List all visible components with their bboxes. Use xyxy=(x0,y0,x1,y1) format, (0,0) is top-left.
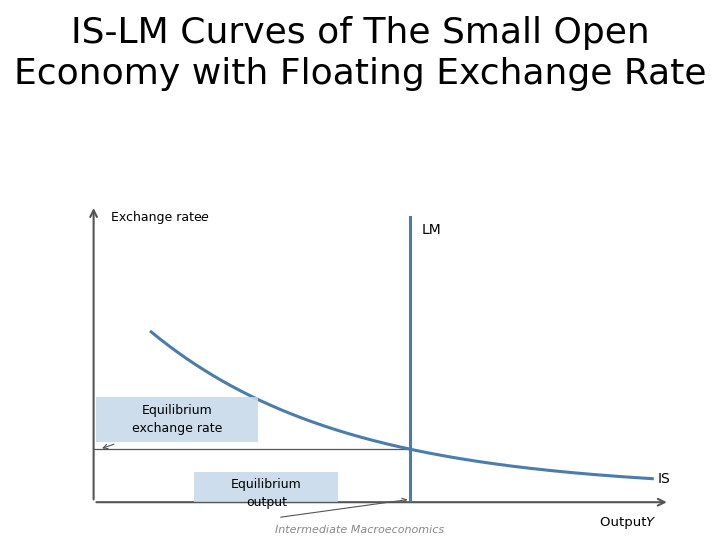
FancyBboxPatch shape xyxy=(194,471,338,516)
Text: Intermediate Macroeconomics: Intermediate Macroeconomics xyxy=(276,524,444,535)
Text: Equilibrium
exchange rate: Equilibrium exchange rate xyxy=(132,404,222,435)
Text: IS: IS xyxy=(658,471,671,485)
Text: IS-LM Curves of The Small Open
Economy with Floating Exchange Rate: IS-LM Curves of The Small Open Economy w… xyxy=(14,16,706,91)
Text: e: e xyxy=(200,211,208,224)
Text: LM: LM xyxy=(422,223,441,237)
Text: Exchange rate: Exchange rate xyxy=(111,211,206,224)
Text: Y: Y xyxy=(645,516,653,530)
Text: Output: Output xyxy=(600,516,651,530)
Text: Equilibrium
output: Equilibrium output xyxy=(231,478,302,509)
FancyBboxPatch shape xyxy=(96,397,258,442)
